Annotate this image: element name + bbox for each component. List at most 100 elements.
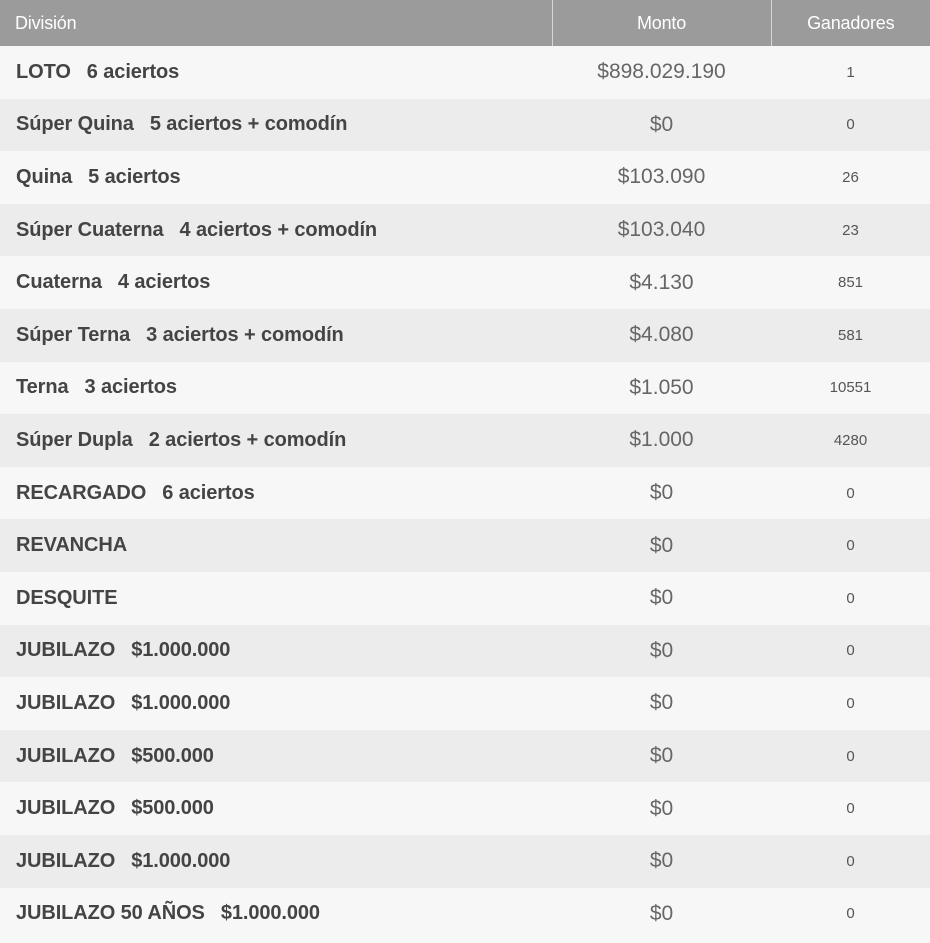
division-name: JUBILAZO: [16, 744, 116, 767]
division-cell: JUBILAZO $1.000.000: [0, 835, 552, 888]
ganadores-cell: 851: [837, 274, 864, 292]
ganadores-cell: 581: [837, 326, 864, 344]
monto-cell: $0: [649, 691, 674, 715]
table-row: JUBILAZO $500.000 $0 0: [0, 782, 930, 835]
monto-cell: $0: [649, 481, 674, 505]
monto-cell: $1.050: [629, 375, 694, 399]
header-monto: Monto: [552, 0, 772, 46]
division-detail: 6 aciertos: [86, 60, 180, 83]
division-cell: JUBILAZO $1.000.000: [0, 677, 552, 730]
table-row: JUBILAZO $1.000.000 $0 0: [0, 624, 930, 678]
ganadores-cell: 0: [846, 800, 855, 818]
ganadores-cell: 0: [846, 589, 855, 607]
ganadores-cell: 0: [846, 747, 855, 765]
monto-cell: $0: [649, 533, 674, 557]
division-cell: DESQUITE: [0, 572, 552, 625]
division-detail: $1.000.000: [131, 849, 231, 872]
ganadores-cell: 1: [846, 63, 855, 81]
table-row: Terna 3 aciertos $1.050 10551: [0, 361, 930, 415]
table-header: División Monto Ganadores: [0, 0, 930, 46]
header-row: División Monto Ganadores: [0, 0, 930, 46]
monto-cell: $0: [649, 638, 674, 662]
division-cell: JUBILAZO 50 AÑOS $1.000.000: [0, 888, 552, 941]
monto-cell: $0: [649, 744, 674, 768]
ganadores-cell: 0: [846, 116, 855, 134]
ganadores-cell: 0: [846, 642, 855, 660]
division-cell: JUBILAZO $1.000.000: [0, 625, 552, 678]
ganadores-cell: 0: [846, 484, 855, 502]
table-row: JUBILAZO $1.000.000 $0 0: [0, 834, 930, 888]
monto-cell: $1.000: [629, 428, 694, 452]
division-cell: Súper Quina 5 aciertos + comodín: [0, 99, 552, 152]
table-row: LOTO 6 aciertos $898.029.190 1: [0, 46, 930, 99]
monto-cell: $4.080: [629, 323, 694, 347]
table-row: JUBILAZO $1.000.000 $0 0: [0, 677, 930, 730]
division-name: Súper Quina: [16, 113, 134, 136]
monto-cell: $0: [649, 849, 674, 873]
division-name: Terna: [16, 376, 69, 399]
division-detail: $500.000: [131, 797, 214, 820]
table-row: Súper Cuaterna 4 aciertos + comodín $103.…: [0, 203, 930, 257]
division-name: Súper Dupla: [16, 428, 133, 451]
header-division: División: [0, 0, 553, 46]
division-detail: $1.000.000: [131, 639, 231, 662]
division-detail: 3 aciertos: [84, 376, 177, 399]
ganadores-cell: 10551: [829, 379, 872, 397]
division-detail: 6 aciertos: [162, 481, 255, 504]
division-name: JUBILAZO: [16, 849, 116, 872]
division-name: REVANCHA: [16, 534, 128, 557]
division-cell: Cuaterna 4 aciertos: [0, 256, 552, 309]
division-detail: 4 aciertos: [117, 271, 211, 294]
table-body: LOTO 6 aciertos $898.029.190 1 Súper Quin…: [0, 46, 930, 941]
monto-cell: $0: [649, 901, 674, 925]
monto-cell: $0: [649, 796, 674, 820]
division-cell: Súper Dupla 2 aciertos + comodín: [0, 414, 552, 467]
division-name: LOTO: [16, 60, 71, 83]
division-cell: Quina 5 aciertos: [0, 151, 552, 204]
division-cell: JUBILAZO $500.000: [0, 730, 552, 783]
division-cell: Terna 3 aciertos: [0, 362, 552, 415]
division-name: RECARGADO: [16, 481, 147, 504]
table-row: Cuaterna 4 aciertos $4.130 851: [0, 256, 930, 309]
table-row: DESQUITE $0 0: [0, 571, 930, 625]
ganadores-cell: 0: [846, 537, 855, 555]
table-row: Súper Dupla 2 aciertos + comodín $1.000 4…: [0, 414, 930, 467]
table-row: Súper Terna 3 aciertos + comodín $4.080 5…: [0, 308, 930, 362]
division-name: JUBILAZO: [16, 691, 116, 714]
division-name: JUBILAZO: [16, 639, 116, 662]
division-detail: $500.000: [131, 744, 214, 767]
division-name: Quina: [16, 165, 73, 188]
ganadores-cell: 26: [842, 168, 859, 186]
division-detail: $1.000.000: [220, 902, 320, 925]
monto-cell: $0: [649, 586, 674, 610]
table-row: REVANCHA $0 0: [0, 519, 930, 572]
division-name: JUBILAZO: [16, 797, 116, 820]
table-row: Súper Quina 5 aciertos + comodín $0 0: [0, 98, 930, 152]
division-detail: $1.000.000: [131, 691, 231, 714]
monto-cell: $103.040: [617, 218, 706, 242]
table-row: JUBILAZO $500.000 $0 0: [0, 729, 930, 783]
monto-cell: $898.029.190: [597, 60, 726, 84]
monto-cell: $4.130: [629, 270, 694, 294]
ganadores-cell: 0: [846, 852, 855, 870]
division-cell: Súper Cuaterna 4 aciertos + comodín: [0, 204, 552, 257]
division-name: Súper Cuaterna: [16, 218, 164, 241]
monto-cell: $103.090: [617, 165, 706, 189]
table-row: RECARGADO 6 aciertos $0 0: [0, 466, 930, 520]
division-name: Súper Terna: [16, 323, 131, 346]
division-cell: LOTO 6 aciertos: [0, 46, 552, 99]
header-ganadores: Ganadores: [807, 12, 895, 33]
division-cell: Súper Terna 3 aciertos + comodín: [0, 309, 552, 362]
division-name: DESQUITE: [16, 586, 118, 609]
division-detail: 4 aciertos + comodín: [179, 218, 378, 241]
monto-cell: $0: [649, 112, 674, 136]
ganadores-cell: 0: [846, 905, 855, 923]
ganadores-cell: 0: [846, 694, 855, 712]
table-row: JUBILAZO 50 AÑOS $1.000.000 $0 0: [0, 887, 930, 941]
division-name: Cuaterna: [16, 271, 102, 294]
division-name: JUBILAZO 50 AÑOS: [16, 902, 205, 925]
division-detail: 5 aciertos: [88, 165, 181, 188]
division-detail: 5 aciertos + comodín: [149, 113, 348, 136]
ganadores-cell: 4280: [833, 431, 868, 449]
